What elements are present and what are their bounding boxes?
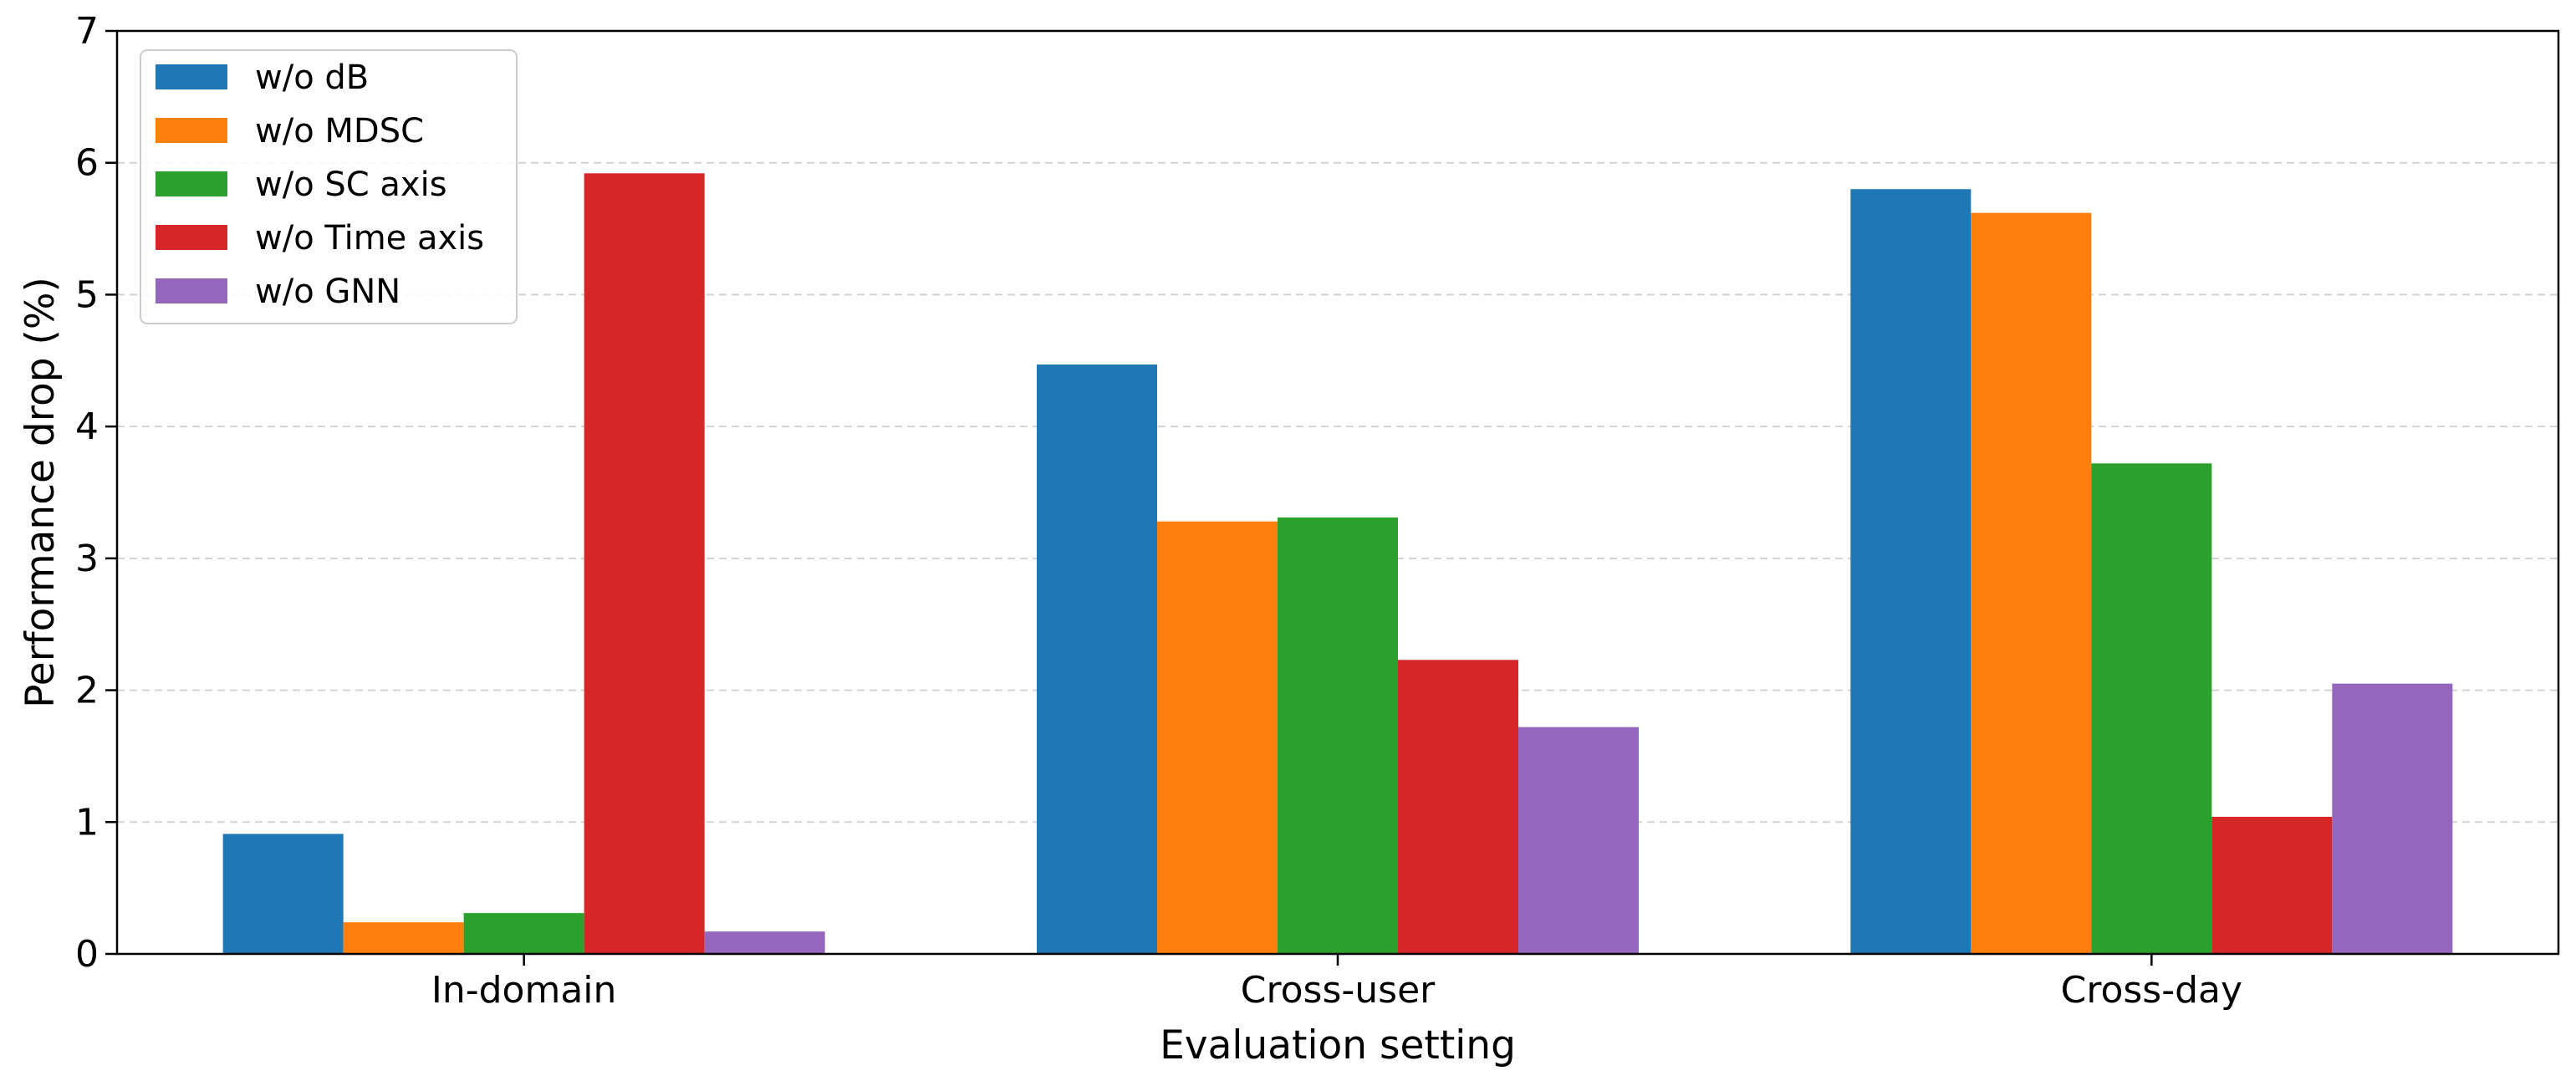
y-tick-label: 3 xyxy=(75,538,99,580)
bar xyxy=(463,913,584,954)
bar xyxy=(1850,189,1972,954)
legend-label: w/o GNN xyxy=(255,273,400,311)
x-tick-label: In-domain xyxy=(431,969,617,1012)
legend-label: w/o MDSC xyxy=(255,112,424,150)
legend-swatch xyxy=(156,118,227,143)
legend-swatch xyxy=(156,278,227,303)
bar xyxy=(704,931,825,954)
x-tick-label: Cross-user xyxy=(1241,969,1436,1012)
bar xyxy=(1518,727,1639,954)
y-tick-label: 2 xyxy=(75,670,99,712)
y-tick-label: 0 xyxy=(75,933,99,976)
bar xyxy=(1278,517,1398,954)
x-axis: In-domain Cross-user Cross-day xyxy=(431,954,2242,1012)
bar xyxy=(1037,365,1157,954)
y-tick-label: 5 xyxy=(75,273,99,316)
legend: w/o dB w/o MDSC w/o SC axis w/o Time axis w/… xyxy=(140,49,518,324)
bar xyxy=(1398,660,1518,954)
bar xyxy=(2211,816,2333,954)
legend-frame xyxy=(140,49,518,324)
bar xyxy=(2332,683,2453,954)
y-tick-label: 4 xyxy=(75,405,99,448)
bar xyxy=(343,922,464,954)
y-tick-label: 1 xyxy=(75,801,99,844)
bars xyxy=(222,173,2453,954)
legend-swatch xyxy=(156,64,227,89)
bar xyxy=(222,834,344,954)
legend-swatch xyxy=(156,225,227,250)
legend-label: w/o SC axis xyxy=(255,166,447,204)
y-axis-label: Performance drop (%) xyxy=(18,277,64,708)
bar xyxy=(1971,212,2092,954)
y-axis: 0 1 2 3 4 5 6 7 xyxy=(75,10,117,976)
legend-label: w/o dB xyxy=(255,59,369,97)
bar xyxy=(1157,521,1278,954)
x-axis-label: Evaluation setting xyxy=(1160,1022,1516,1068)
y-tick-label: 7 xyxy=(75,10,99,53)
bar xyxy=(584,173,705,954)
legend-label: w/o Time axis xyxy=(255,219,484,258)
legend-swatch xyxy=(156,171,227,196)
x-tick-label: Cross-day xyxy=(2061,969,2242,1012)
y-tick-label: 6 xyxy=(75,142,99,185)
bar xyxy=(2091,463,2212,954)
